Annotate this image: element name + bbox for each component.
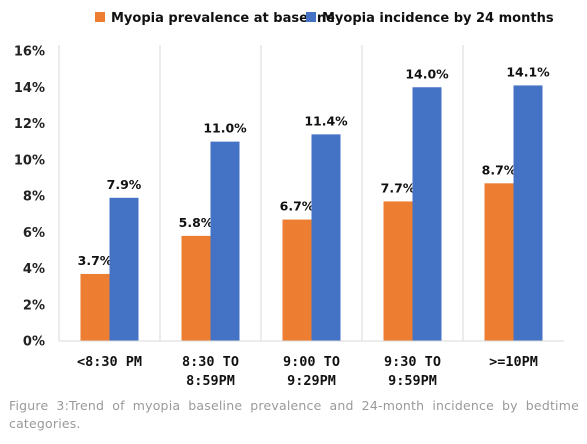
data-label: 5.8%	[179, 215, 214, 230]
data-label: 7.7%	[381, 180, 416, 195]
figure-caption: Figure 3:Trend of myopia baseline preval…	[9, 398, 579, 431]
y-tick-label: 14%	[14, 81, 45, 96]
bar-prevalence	[383, 201, 413, 341]
x-tick-label: 8:30 TO	[182, 354, 239, 370]
legend-label: Myopia incidence by 24 months	[322, 11, 554, 26]
data-label: 6.7%	[280, 199, 315, 214]
bar-prevalence	[80, 273, 110, 341]
y-tick-label: 12%	[14, 117, 45, 132]
x-tick-label: 9:00 TO	[283, 354, 340, 370]
data-label: 14.0%	[405, 66, 449, 81]
data-label: 11.0%	[203, 121, 247, 136]
x-tick-label: 9:30 TO	[384, 354, 441, 370]
legend-label: Myopia prevalence at baseline	[111, 11, 335, 26]
data-label: 8.7%	[482, 162, 517, 177]
x-tick-label: 8:59PM	[186, 373, 235, 389]
y-tick-label: 6%	[23, 226, 45, 241]
y-tick-label: 4%	[23, 262, 45, 277]
y-tick-label: 0%	[23, 335, 45, 350]
bar-chart: 0% 2% 4% 6% 8% 10% 12% 14% 16% 3.7% 5.8% 6.7% 7.7% 8.…	[14, 11, 564, 389]
bar-incidence	[513, 85, 543, 341]
legend-swatch	[95, 12, 105, 22]
bar-incidence	[210, 141, 240, 341]
bar-incidence	[109, 197, 139, 341]
x-tick-label: 9:29PM	[287, 373, 336, 389]
y-tick-label: 8%	[23, 190, 45, 205]
x-tick-label: 9:59PM	[388, 373, 437, 389]
x-tick-label: >=10PM	[489, 354, 538, 370]
bar-incidence	[311, 134, 341, 341]
y-tick-label: 10%	[14, 153, 45, 168]
data-label: 11.4%	[304, 113, 348, 128]
y-tick-label: 16%	[14, 45, 45, 60]
legend-swatch	[306, 12, 316, 22]
data-label: 7.9%	[107, 177, 142, 192]
bar-prevalence	[484, 183, 514, 341]
data-label: 3.7%	[78, 253, 113, 268]
x-tick-label: <8:30 PM	[77, 354, 142, 370]
bar-prevalence	[282, 219, 312, 341]
bar-incidence	[412, 87, 442, 341]
bar-prevalence	[181, 235, 211, 341]
data-label: 14.1%	[506, 64, 550, 79]
y-tick-label: 2%	[23, 298, 45, 313]
